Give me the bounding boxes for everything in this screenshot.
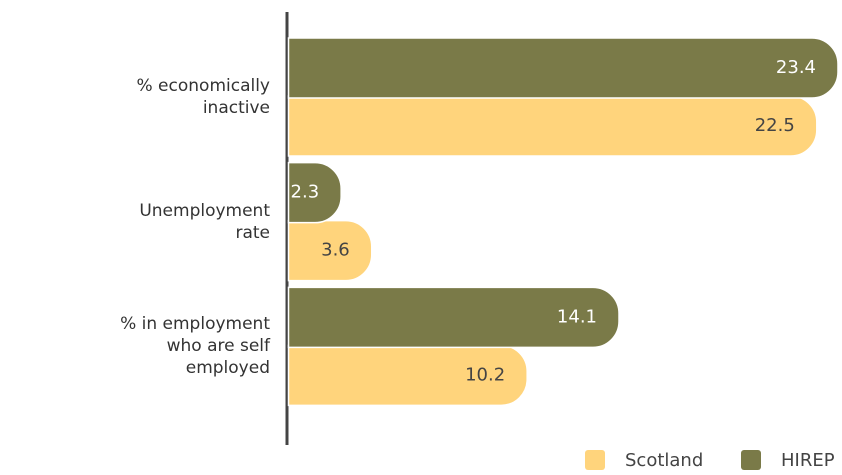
legend-swatch <box>741 450 761 470</box>
category-label: % in employment who are self employed <box>120 314 270 379</box>
legend-label: Scotland <box>625 450 703 471</box>
value-label: 3.6 <box>321 240 350 261</box>
bar <box>287 219 373 282</box>
category-label: Unemployment rate <box>139 200 270 243</box>
bar <box>287 161 342 224</box>
category-label: % economically inactive <box>136 76 271 118</box>
value-label: 22.5 <box>755 115 795 136</box>
bar <box>287 37 839 99</box>
bar <box>287 95 818 157</box>
value-label: 10.2 <box>465 364 505 385</box>
legend-swatch <box>585 450 605 470</box>
bar <box>287 286 620 349</box>
legend-label: HIREP <box>781 450 835 471</box>
value-label: 2.3 <box>291 182 320 203</box>
value-label: 14.1 <box>557 306 597 327</box>
value-label: 23.4 <box>776 57 816 78</box>
